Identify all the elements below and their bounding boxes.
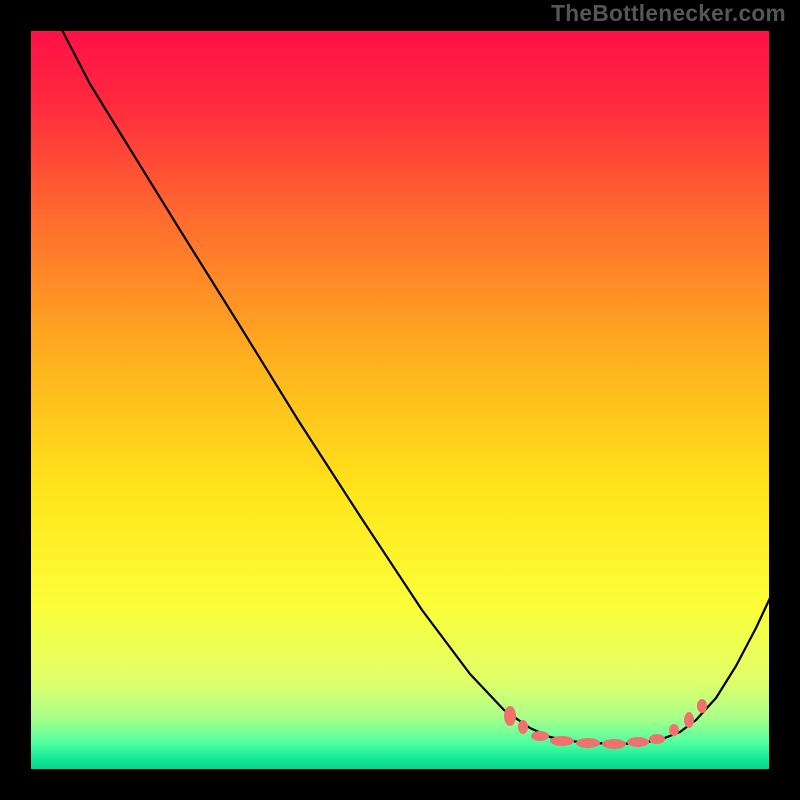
- curve-marker: [576, 738, 600, 748]
- curve-marker: [627, 737, 649, 747]
- curve-marker: [531, 731, 549, 741]
- curve-marker: [518, 720, 528, 734]
- curve-marker: [697, 699, 707, 713]
- plot-background: [30, 30, 770, 770]
- curve-marker: [504, 706, 516, 726]
- curve-marker: [649, 734, 665, 744]
- stage: TheBottlenecker.com: [0, 0, 800, 800]
- chart-svg: [0, 0, 800, 800]
- curve-marker: [550, 736, 574, 746]
- curve-marker: [669, 724, 679, 736]
- curve-marker: [602, 739, 626, 749]
- curve-marker: [684, 712, 694, 728]
- attribution-watermark: TheBottlenecker.com: [551, 0, 786, 27]
